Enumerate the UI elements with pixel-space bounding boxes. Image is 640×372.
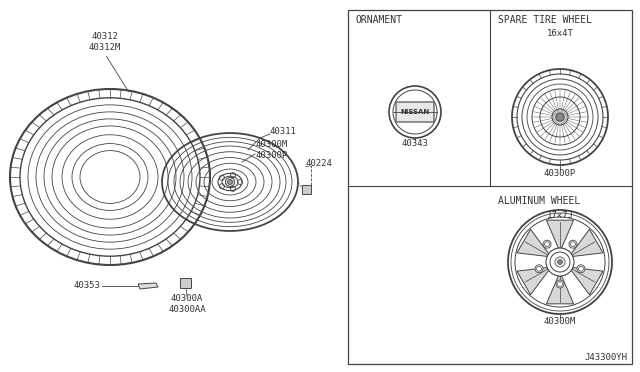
Text: 40300M: 40300M [544,317,576,327]
Polygon shape [517,229,548,256]
Text: J43300YH: J43300YH [584,353,627,362]
FancyBboxPatch shape [396,102,434,122]
Circle shape [556,113,564,121]
Text: 17x7J: 17x7J [547,212,573,221]
Text: 40300A
40300AA: 40300A 40300AA [168,294,206,314]
FancyBboxPatch shape [180,279,191,289]
Text: 16x4T: 16x4T [547,29,573,38]
Text: ORNAMENT: ORNAMENT [356,15,403,25]
Circle shape [227,180,232,185]
Circle shape [556,280,564,288]
Circle shape [546,248,574,276]
Text: 40312
40312M: 40312 40312M [89,32,121,52]
Text: 40311: 40311 [270,128,297,137]
Polygon shape [138,283,158,289]
Polygon shape [547,276,573,304]
Text: SPARE TIRE WHEEL: SPARE TIRE WHEEL [498,15,592,25]
Text: 40343: 40343 [401,140,428,148]
Polygon shape [517,267,548,295]
FancyBboxPatch shape [303,186,312,195]
Circle shape [569,240,577,248]
Text: ALUMINUM WHEEL: ALUMINUM WHEEL [498,196,580,206]
Polygon shape [572,267,603,295]
Polygon shape [572,229,603,256]
Bar [348,10,632,364]
Text: 40300M
40300P: 40300M 40300P [255,140,287,160]
Polygon shape [547,220,573,248]
Text: 40353: 40353 [73,282,100,291]
Text: NISSAN: NISSAN [401,109,429,115]
Circle shape [543,240,551,248]
Circle shape [535,265,543,273]
Circle shape [577,265,585,273]
Text: 40224: 40224 [306,160,333,169]
Circle shape [557,260,563,264]
Text: 40300P: 40300P [544,170,576,179]
